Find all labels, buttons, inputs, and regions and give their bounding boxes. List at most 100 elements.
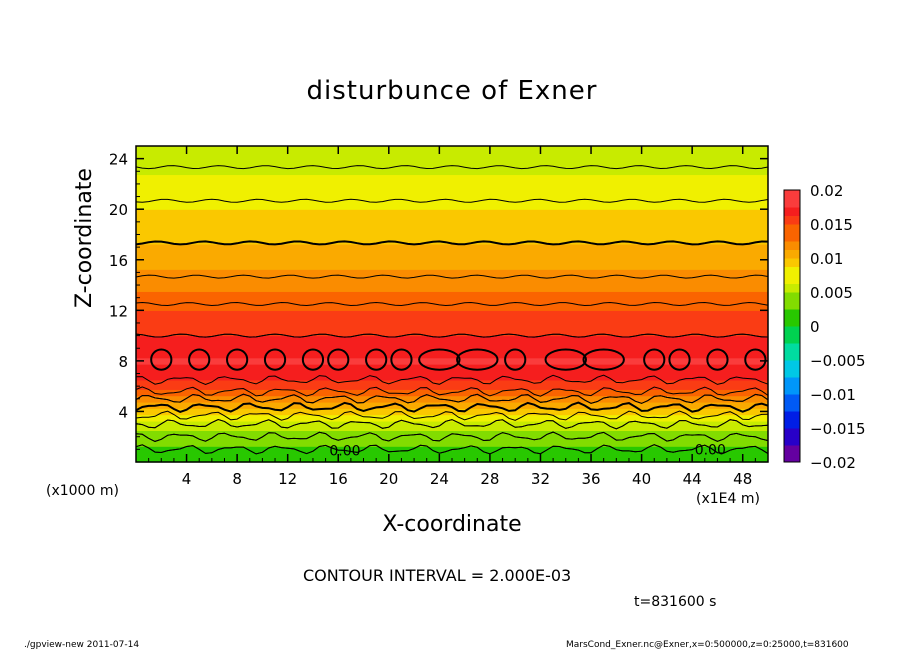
field-band	[136, 221, 768, 226]
y-tick-label: 4	[118, 403, 128, 421]
closed-contour	[668, 348, 691, 371]
field-band	[136, 161, 768, 166]
colorbar-cell	[784, 334, 800, 344]
colorbar-frame	[783, 189, 801, 463]
field-band	[136, 291, 768, 296]
field-band	[136, 275, 768, 280]
field-band	[136, 326, 768, 330]
colorbar-cell	[784, 198, 800, 208]
field-band	[136, 351, 768, 356]
field-band	[136, 455, 768, 460]
closed-contour	[263, 348, 287, 371]
field-band	[136, 231, 768, 236]
x-scale-note: (x1E4 m)	[696, 491, 760, 507]
field-band	[136, 354, 768, 359]
field-band	[136, 259, 768, 264]
contour-line	[135, 386, 769, 397]
colorbar-cell	[784, 300, 800, 310]
colorbar-cell	[784, 368, 800, 378]
y-tick-label: 12	[109, 302, 128, 320]
field-band	[136, 424, 768, 428]
field-band	[136, 247, 768, 251]
chart-title: disturbunce of Exner	[306, 76, 598, 106]
contour-line	[135, 444, 769, 455]
contour-line	[135, 165, 769, 170]
footer-right: MarsCond_Exner.nc@Exner,x=0:500000,z=0:2…	[566, 640, 849, 650]
field-band	[136, 329, 768, 334]
field-band	[136, 183, 768, 188]
field-band	[136, 449, 768, 454]
field-band	[136, 215, 768, 220]
x-tick-label: 4	[182, 470, 192, 488]
closed-contour	[301, 348, 325, 371]
colorbar-cell	[784, 275, 800, 284]
field-band	[136, 439, 768, 444]
closed-contour	[706, 348, 729, 371]
colorbar-cell	[784, 419, 800, 429]
contour-line	[135, 374, 769, 386]
field-band	[136, 367, 768, 371]
colorbar-cell	[784, 326, 800, 335]
y-tick-label: 20	[109, 201, 128, 219]
y-axis-label: Z-coordinate	[72, 168, 97, 308]
field-band	[136, 212, 768, 217]
field-band	[136, 379, 768, 384]
colorbar-cell	[784, 445, 800, 454]
field-band	[136, 452, 768, 457]
field-band	[136, 180, 768, 185]
field-band	[136, 313, 768, 318]
field-band	[136, 376, 768, 381]
x-tick-label: 20	[379, 470, 398, 488]
contour-line	[135, 198, 769, 203]
x-tick-label: 36	[581, 470, 600, 488]
colorbar-cell	[784, 428, 800, 437]
field-band	[136, 433, 768, 438]
field-band	[136, 446, 768, 450]
x-tick-label: 28	[480, 470, 499, 488]
field-band	[136, 436, 768, 441]
closed-contour	[418, 348, 461, 371]
colorbar-cell	[784, 453, 800, 463]
contour-line	[135, 301, 769, 307]
closed-contour	[188, 348, 211, 371]
field-band	[136, 171, 768, 176]
closed-contour	[226, 348, 249, 371]
field-band	[136, 297, 768, 302]
field-band	[136, 193, 768, 198]
colorbar-cell	[784, 377, 800, 386]
field-band	[136, 316, 768, 321]
colorbar-tick-label: 0.02	[810, 182, 843, 200]
field-band	[136, 269, 768, 273]
field-band	[136, 250, 768, 255]
field-band	[136, 408, 768, 413]
field-band	[136, 300, 768, 305]
contour-label: 0.00	[329, 444, 360, 460]
x-tick-label: 44	[683, 470, 702, 488]
field-band	[136, 307, 768, 311]
field-band	[136, 430, 768, 435]
x-tick-label: 16	[329, 470, 348, 488]
closed-contour	[365, 348, 388, 371]
field-band	[136, 420, 768, 425]
y-tick-label: 8	[118, 353, 128, 371]
colorbar-cell	[784, 436, 800, 446]
closed-contour	[456, 348, 499, 371]
time-label: t=831600 s	[634, 594, 717, 610]
field-band	[136, 146, 768, 150]
colorbar-cell	[784, 351, 800, 361]
field-band	[136, 149, 768, 153]
field-band	[136, 225, 768, 229]
colorbar-tick-label: 0.005	[810, 284, 853, 302]
field-band	[136, 266, 768, 270]
field-band	[136, 285, 768, 289]
colorbar-cell	[784, 266, 800, 276]
contour-line	[135, 401, 769, 413]
field-band	[136, 278, 768, 283]
field-band	[136, 281, 768, 286]
field-band	[136, 373, 768, 378]
field-band	[136, 206, 768, 210]
field-band	[136, 319, 768, 324]
closed-contour	[504, 348, 527, 371]
